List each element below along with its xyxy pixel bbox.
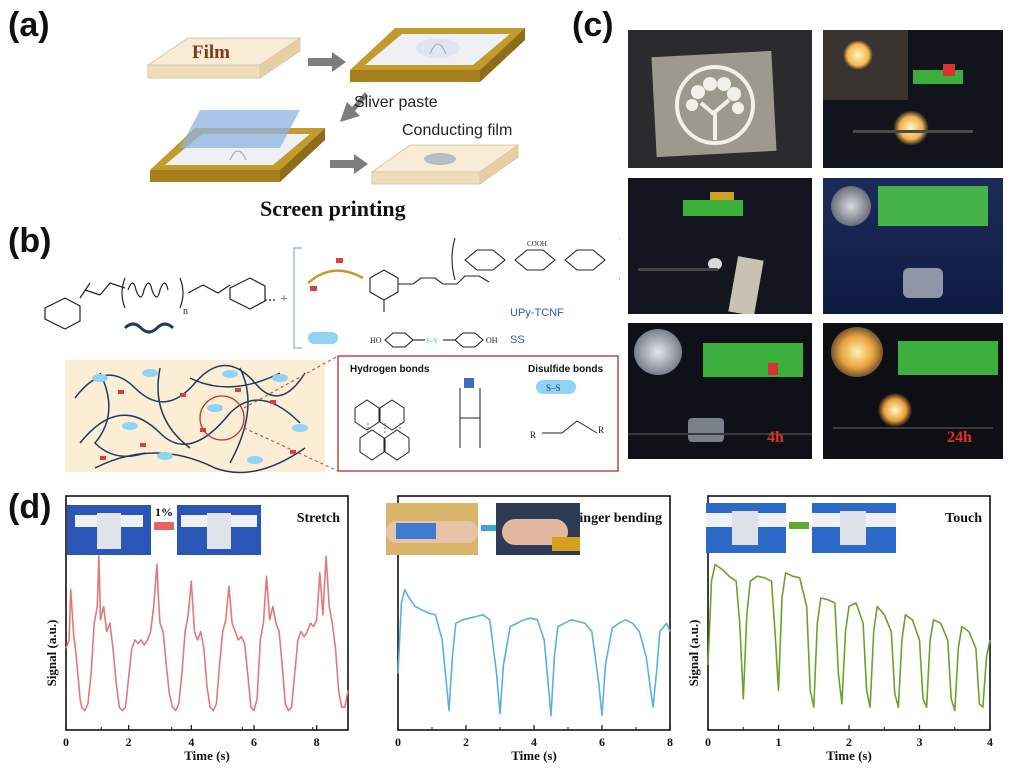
photo-bulb-unlit xyxy=(823,178,1003,314)
r2-label: R xyxy=(598,425,604,435)
strain-arrow-icon xyxy=(154,522,174,530)
y-axis-label: Signal (a.u.) xyxy=(44,620,59,687)
x-tick-label: 2 xyxy=(126,735,132,749)
upy-structure xyxy=(369,269,490,312)
cellulose-structure xyxy=(451,237,620,281)
disulfide-pill-icon xyxy=(536,380,576,394)
touch-inset-after xyxy=(812,503,896,553)
conducting-film-slab xyxy=(370,144,520,185)
polymer-network xyxy=(74,364,306,474)
x-tick-label: 4 xyxy=(188,735,194,749)
stretch-inset-after xyxy=(177,505,261,555)
x-tick-label: 4 xyxy=(987,735,993,749)
finger-inset-straight xyxy=(386,503,478,555)
x-tick-label: 8 xyxy=(314,735,320,749)
x-tick-label: 6 xyxy=(251,735,257,749)
finger-inset-bent xyxy=(496,503,580,555)
film-slab xyxy=(146,37,302,79)
screen-printing-caption: Screen printing xyxy=(260,196,406,221)
screen-frame-top xyxy=(350,28,525,82)
stretch-inset-before xyxy=(67,505,151,555)
hbond-structure xyxy=(354,388,481,461)
upy-tcnf-label: UPy-TCNF xyxy=(510,307,564,319)
x-tick-label: 8 xyxy=(667,735,673,749)
ss-structure xyxy=(384,332,484,348)
series-line xyxy=(397,588,671,717)
ho-label: HO xyxy=(370,336,382,345)
disulfide-markers xyxy=(92,369,308,464)
tree-logo-icon xyxy=(675,65,755,145)
photo-film-bent xyxy=(628,178,812,314)
upy-unit-icon xyxy=(336,258,343,263)
touch-inset-before xyxy=(706,503,786,553)
disulfide-structure xyxy=(542,420,598,434)
series-line xyxy=(707,563,991,712)
photo-lit-bulb-1 xyxy=(823,30,1003,168)
ss-unit-icon xyxy=(308,332,338,344)
panel-b-label: (b) xyxy=(8,222,52,260)
series-line xyxy=(65,555,349,712)
x-axis-label: Time (s) xyxy=(826,748,872,763)
chart-title: Touch xyxy=(945,511,982,526)
x-tick-label: 4 xyxy=(531,735,537,749)
cooh-label: COOH xyxy=(527,240,547,248)
wavy-chain-icon xyxy=(123,322,175,334)
strain-label: 1% xyxy=(155,505,173,519)
chart-title: Finger bending xyxy=(571,511,662,526)
zoom-circle xyxy=(199,395,245,441)
chart-title: Stretch xyxy=(297,511,340,526)
polymer-structure xyxy=(44,277,277,330)
x-tick-label: 0 xyxy=(63,735,69,749)
photo-healed-4h: 4h xyxy=(628,323,812,459)
time-label-4h: 4h xyxy=(767,429,784,446)
film-text: Film xyxy=(192,42,230,63)
upy-unit-icon-2 xyxy=(310,286,317,291)
hbond-dashes xyxy=(367,423,401,435)
x-tick-label: 6 xyxy=(599,735,605,749)
ss-bond-label: S–S xyxy=(426,337,437,345)
disulfide-bonds-label: Disulfide bonds xyxy=(528,364,603,375)
finger-bending-chart: 0 2 4 6 8 Time (s) Finger bending xyxy=(395,495,673,763)
ss-label: SS xyxy=(510,334,525,346)
photo-healed-24h: 24h xyxy=(823,323,1003,459)
tcnf-fiber-icon xyxy=(307,269,364,284)
y-axis-label: Signal (a.u.) xyxy=(686,620,701,687)
panel-d-label: (d) xyxy=(8,488,52,526)
plus-icon: + xyxy=(280,292,288,307)
plot-frame xyxy=(65,495,349,731)
x-axis-label: Time (s) xyxy=(511,748,557,763)
hydrogen-bonds-label: Hydrogen bonds xyxy=(350,364,430,375)
panel-b-diagram: n + UPy-TCNF COOH HO S–S OH SS xyxy=(44,237,620,474)
subscript-n: n xyxy=(183,306,188,317)
screen-frame-bottom xyxy=(150,110,325,182)
double-arrow-icon xyxy=(481,525,497,531)
zoom-lines xyxy=(243,355,339,472)
x-axis-label: Time (s) xyxy=(184,748,230,763)
arrow-down-left-icon xyxy=(340,92,368,122)
s-s-label: S–S xyxy=(546,383,561,393)
x-tick-label: 2 xyxy=(846,735,852,749)
time-label-24h: 24h xyxy=(947,429,972,446)
x-tick-label: 1 xyxy=(776,735,782,749)
panel-a-diagram: Film Sliver paste Conducting film Screen… xyxy=(146,28,525,221)
photo-printed-film xyxy=(628,30,812,168)
panel-a-label: (a) xyxy=(8,6,50,44)
conducting-film-text: Conducting film xyxy=(402,122,512,139)
blue-square-icon xyxy=(464,378,474,388)
touch-arrow-icon xyxy=(789,522,809,529)
stretch-chart: 0 2 4 6 8 Time (s) Signal (a.u.) Stretch xyxy=(44,495,349,763)
panel-c-label: (c) xyxy=(572,6,614,44)
silver-paste-text: Sliver paste xyxy=(354,94,438,111)
bracket-shape xyxy=(293,247,302,349)
oh-label: OH xyxy=(486,336,498,345)
x-tick-label: 0 xyxy=(395,735,401,749)
x-tick-label: 0 xyxy=(705,735,711,749)
arrow-right-icon-2 xyxy=(330,154,368,174)
arrow-right-icon xyxy=(308,52,346,72)
x-tick-label: 2 xyxy=(463,735,469,749)
r1-label: R xyxy=(530,430,536,440)
touch-chart: 0 1 2 3 4 Time (s) Signal (a.u.) Touch xyxy=(686,495,993,763)
x-tick-label: 3 xyxy=(917,735,923,749)
